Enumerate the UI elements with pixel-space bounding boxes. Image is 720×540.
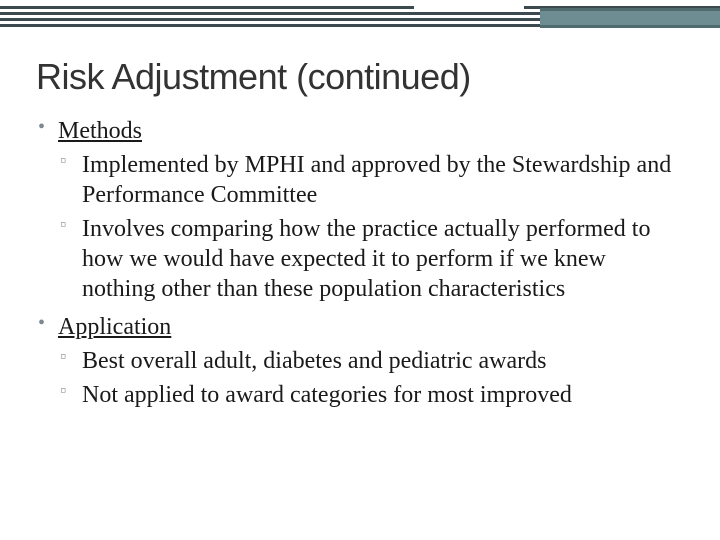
slide-title: Risk Adjustment (continued) [0, 38, 720, 116]
section-heading: Application [58, 314, 171, 340]
sub-item: Best overall adult, diabetes and pediatr… [58, 346, 684, 376]
slide-container: Risk Adjustment (continued) Methods Imple… [0, 0, 720, 540]
sub-list: Implemented by MPHI and approved by the … [58, 150, 684, 304]
section-heading: Methods [58, 118, 142, 144]
top-bar-segment [540, 25, 720, 28]
section-item: Methods Implemented by MPHI and approved … [36, 116, 684, 304]
section-item: Application Best overall adult, diabetes … [36, 312, 684, 410]
sub-item: Not applied to award categories for most… [58, 380, 684, 410]
sub-item: Involves comparing how the practice actu… [58, 214, 684, 304]
top-bar-segment [414, 4, 524, 11]
sub-list: Best overall adult, diabetes and pediatr… [58, 346, 684, 410]
top-bar-segment [540, 8, 720, 11]
decorative-top-bar [0, 0, 720, 38]
slide-body: Methods Implemented by MPHI and approved … [0, 116, 720, 410]
sub-item: Implemented by MPHI and approved by the … [58, 150, 684, 210]
